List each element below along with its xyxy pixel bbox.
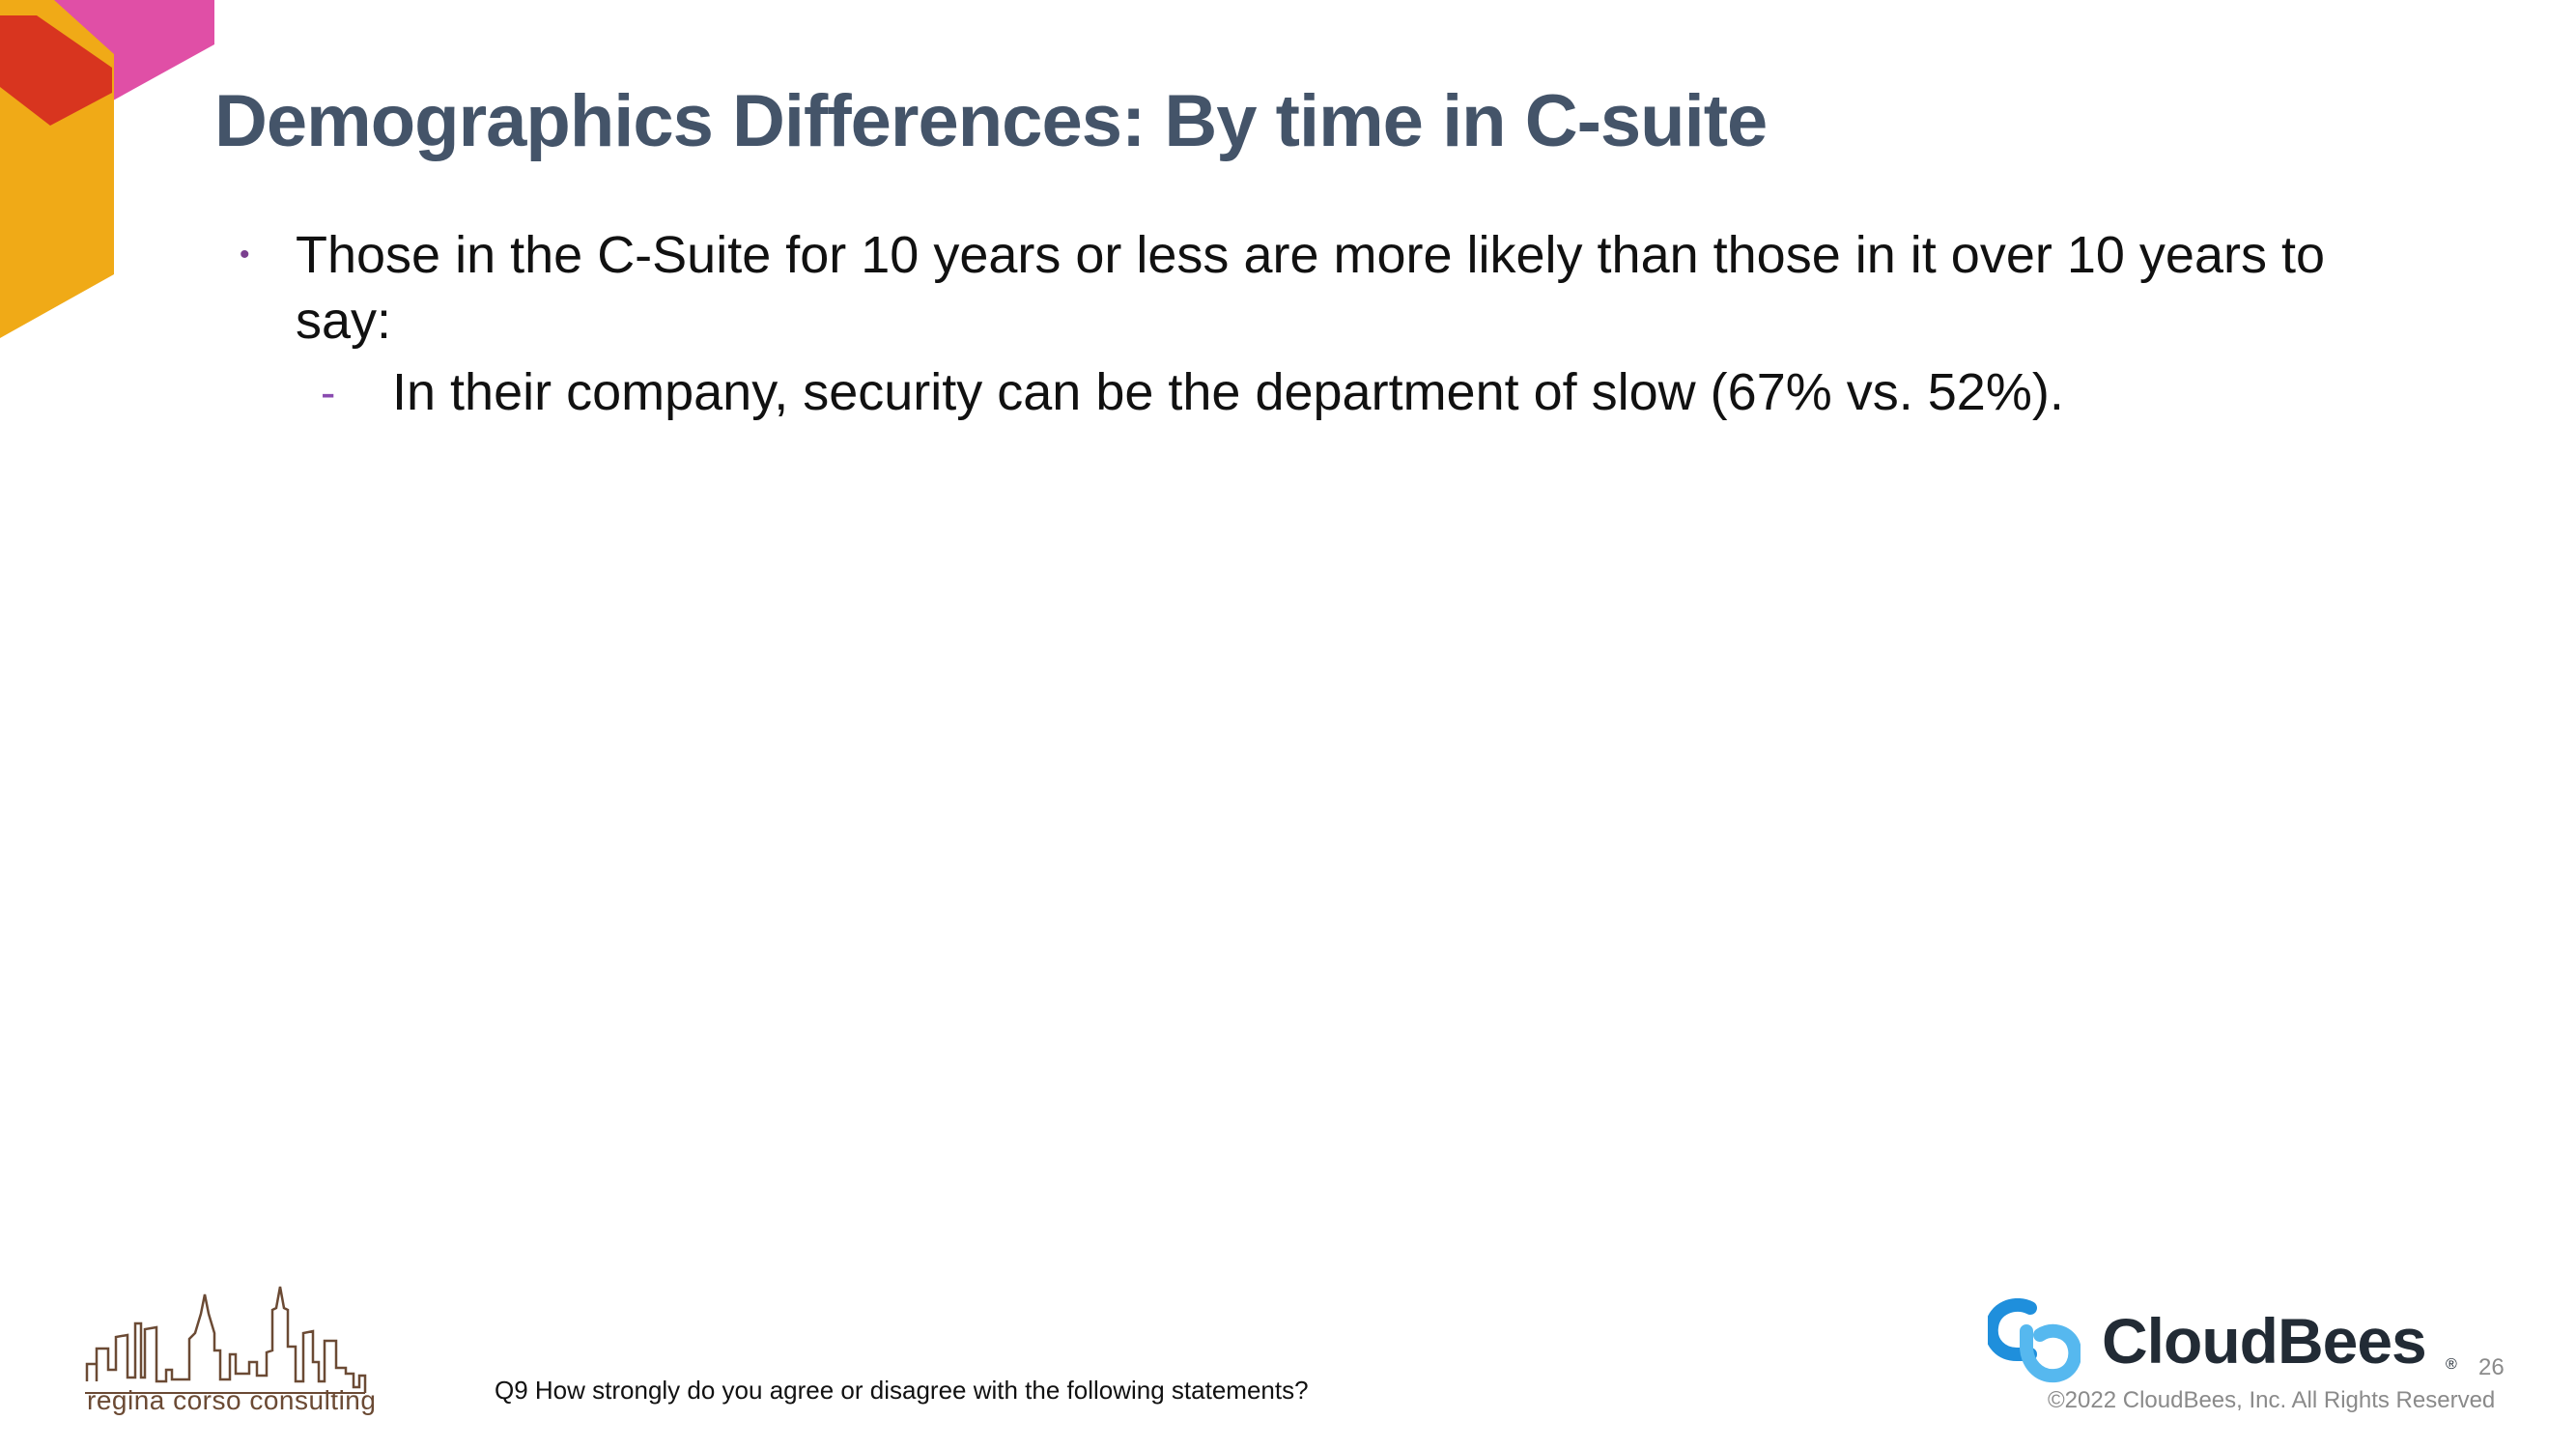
sub-bullet-text: In their company, security can be the de… — [392, 363, 2064, 421]
page-number: 26 — [2478, 1354, 2505, 1380]
partner-logo-text: regina corso consulting — [87, 1385, 377, 1415]
question-footnote: Q9 How strongly do you agree or disagree… — [495, 1376, 1309, 1405]
sub-bullet-dash-icon: - — [321, 367, 336, 417]
cloudbees-logo: CloudBees ® — [1988, 1298, 2490, 1395]
sub-bullet-item: - In their company, security can be the … — [232, 359, 2405, 425]
corner-decoration-icon — [0, 0, 214, 338]
bullet-item: • Those in the C-Suite for 10 years or l… — [232, 222, 2405, 354]
bullet-text: Those in the C-Suite for 10 years or les… — [296, 226, 2325, 350]
city-skyline-icon — [85, 1286, 367, 1394]
bullet-dot-icon: • — [240, 239, 250, 270]
cloudbees-logo-icon — [1988, 1298, 2081, 1383]
brand-name: CloudBees — [2102, 1305, 2427, 1377]
copyright-text: ©2022 CloudBees, Inc. All Rights Reserve… — [2048, 1387, 2496, 1413]
bullet-list: • Those in the C-Suite for 10 years or l… — [232, 222, 2405, 425]
slide-title: Demographics Differences: By time in C-s… — [214, 80, 1768, 162]
registered-mark: ® — [2446, 1356, 2457, 1373]
